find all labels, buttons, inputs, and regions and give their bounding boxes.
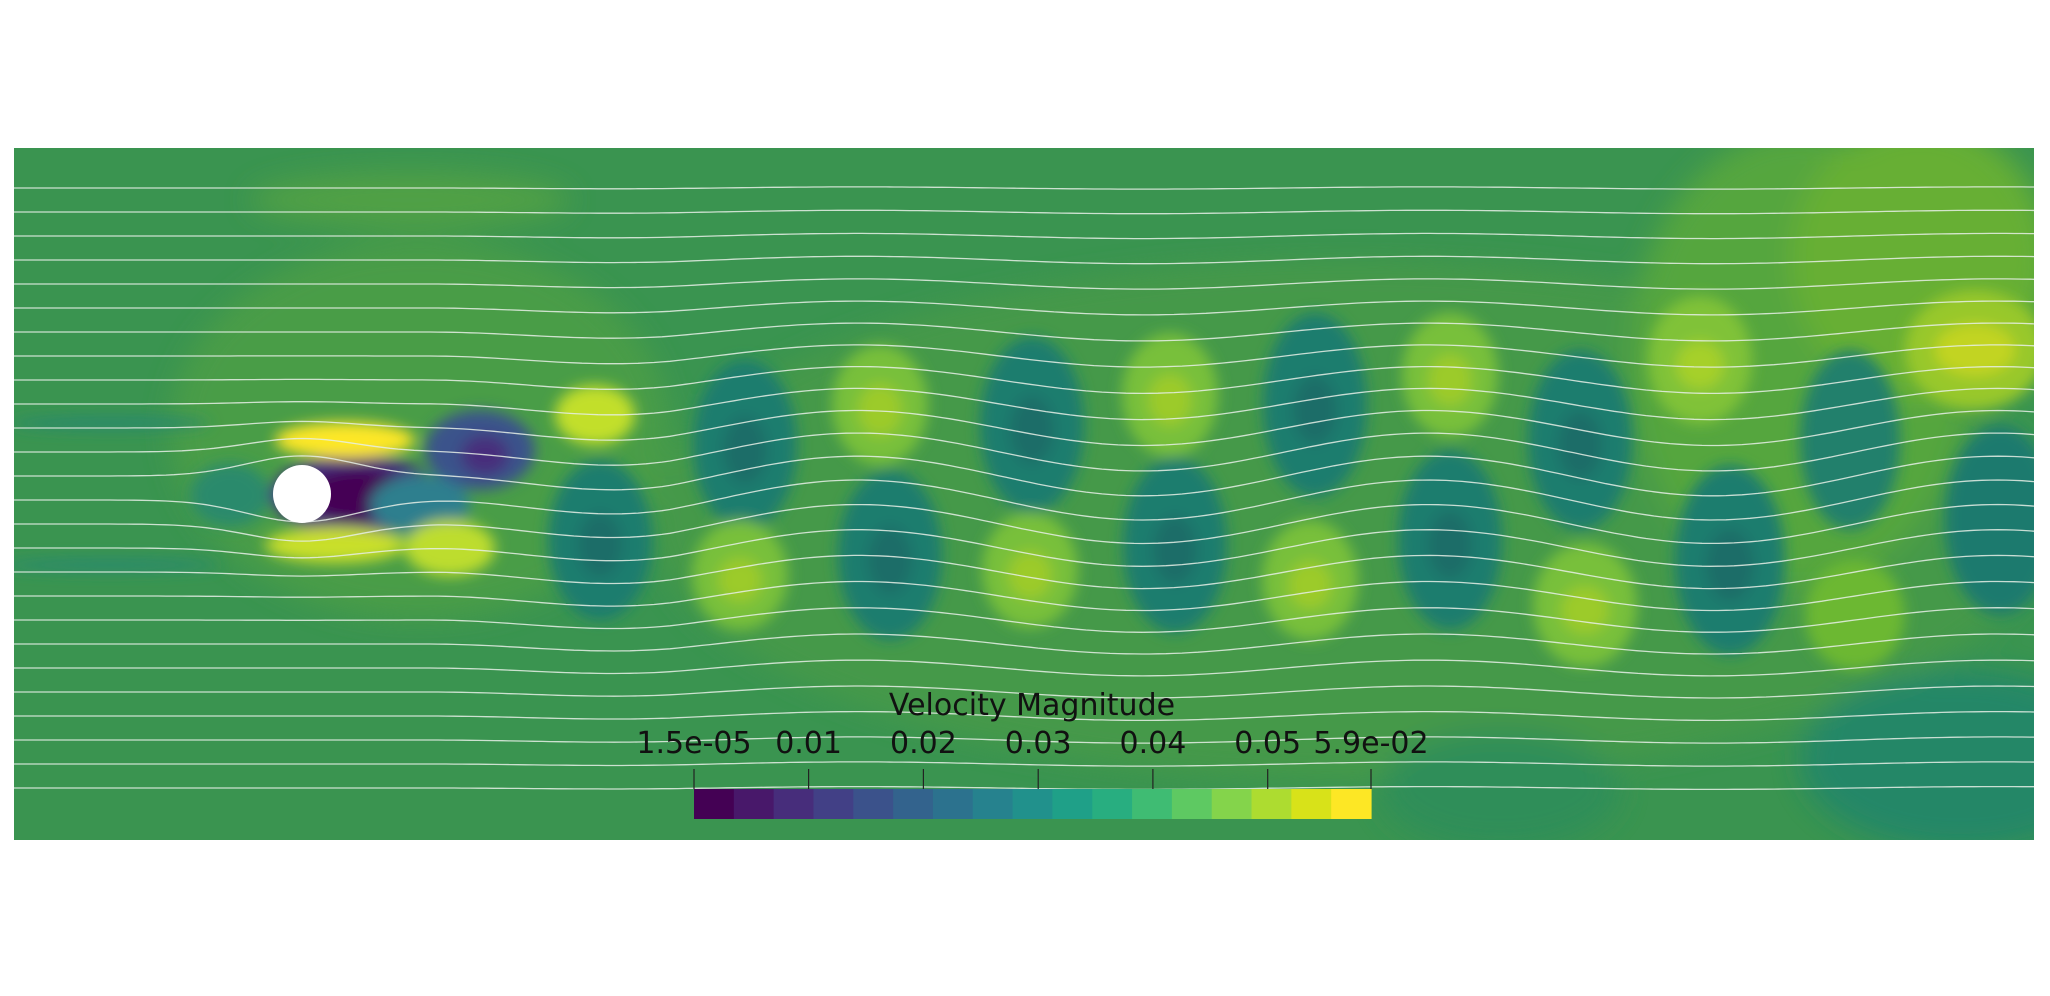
vortex-street <box>14 290 2034 670</box>
streamline <box>14 785 2034 791</box>
legend-tick-label: 0.02 <box>890 726 957 761</box>
legend-swatch <box>1291 789 1332 819</box>
streamline <box>14 633 2034 655</box>
streamline <box>14 736 2034 744</box>
legend-swatch <box>893 789 934 819</box>
streamline <box>14 580 2034 612</box>
legend-tick-label: 1.5e-05 <box>636 726 751 761</box>
streamline <box>14 232 2034 240</box>
streamline <box>14 209 2034 215</box>
legend-tick-label: 0.05 <box>1234 726 1301 761</box>
legend-swatch <box>1331 789 1372 819</box>
streamline <box>14 554 2034 590</box>
streamline <box>14 344 2034 368</box>
legend-swatch <box>1132 789 1173 819</box>
legend-tick-label: 0.04 <box>1120 726 1187 761</box>
streamline <box>14 300 2034 316</box>
streamlines <box>14 186 2034 791</box>
streamline <box>14 761 2034 767</box>
streamline <box>14 278 2034 290</box>
legend-swatch <box>694 789 735 819</box>
legend-swatch <box>1092 789 1133 819</box>
streamline <box>14 432 2034 472</box>
legend-title: Velocity Magnitude <box>889 688 1175 723</box>
legend-tick-label: 0.01 <box>775 726 842 761</box>
streamline <box>14 710 2034 722</box>
legend-swatch <box>853 789 894 819</box>
legend-swatch <box>972 789 1014 819</box>
legend-colorbar <box>694 789 1372 819</box>
streamline <box>14 186 2034 190</box>
legend-tick-label: 0.03 <box>1005 726 1072 761</box>
streamline <box>14 607 2034 633</box>
legend-ticks: 1.5e-05 0.01 0.02 0.03 0.04 0.05 5.9e-02 <box>636 726 1429 789</box>
streamline <box>14 387 2034 421</box>
legend-swatch <box>773 789 815 819</box>
streamline <box>14 503 2034 545</box>
streamline <box>14 365 2034 395</box>
streamline <box>14 322 2034 342</box>
legend-swatch <box>1251 789 1292 819</box>
legend-swatch <box>733 789 775 819</box>
flow-domain <box>14 148 2034 840</box>
streamline <box>14 409 2034 447</box>
streamline <box>14 685 2034 699</box>
legend-swatch <box>1171 789 1213 819</box>
legend-swatch <box>813 789 854 819</box>
legend-tick-label: 5.9e-02 <box>1313 726 1428 761</box>
legend-swatch <box>932 789 974 819</box>
streamline <box>14 255 2034 265</box>
streamline <box>14 455 2034 497</box>
streamline <box>14 529 2034 567</box>
color-legend: Velocity Magnitude 1.5e-05 0.01 0.02 0.03 0.… <box>636 688 1429 819</box>
legend-swatch <box>1211 789 1253 819</box>
cylinder-obstacle <box>273 465 331 523</box>
streamline <box>14 479 2034 523</box>
legend-swatch <box>1052 789 1093 819</box>
legend-swatch <box>1012 789 1054 819</box>
streamline <box>14 659 2034 677</box>
